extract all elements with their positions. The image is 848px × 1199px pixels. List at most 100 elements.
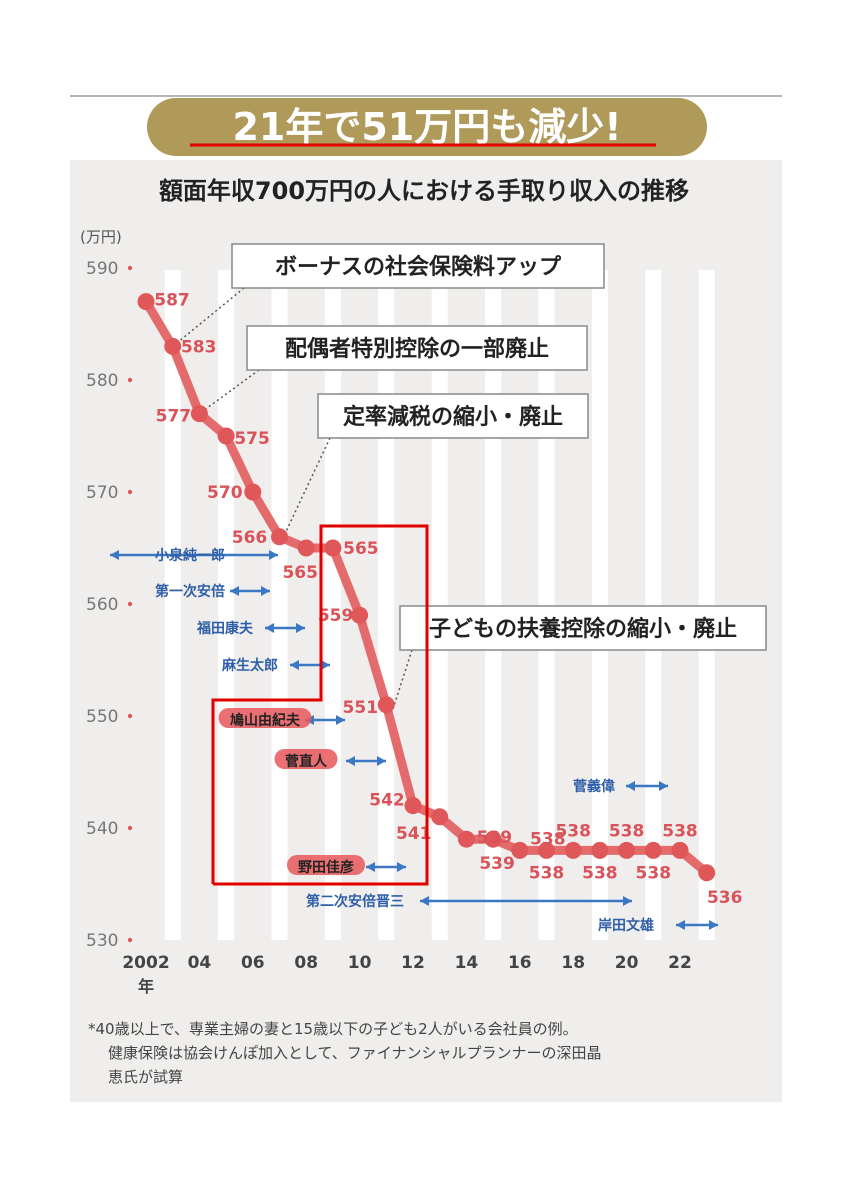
annotation-label: 定率減税の縮小・廃止 bbox=[343, 404, 563, 430]
data-point bbox=[484, 830, 502, 848]
data-label: 577 bbox=[156, 407, 192, 427]
arrow-head-left bbox=[366, 862, 375, 872]
arrow-head-right bbox=[336, 715, 345, 725]
data-point bbox=[644, 841, 662, 859]
arrow-head-left bbox=[230, 586, 239, 596]
annotation-label: ボーナスの社会保険料アップ bbox=[275, 254, 562, 280]
y-tick-mark bbox=[127, 825, 133, 831]
data-label: 538 bbox=[662, 821, 698, 841]
data-label: 539 bbox=[477, 828, 513, 848]
grid-stripe bbox=[698, 270, 715, 940]
y-tick-label: 590 bbox=[86, 259, 118, 279]
x-tick-label: 14 bbox=[455, 953, 479, 973]
data-point bbox=[164, 337, 182, 355]
pm-name: 麻生太郎 bbox=[221, 657, 278, 674]
footnote-line-3: 恵氏が試算 bbox=[108, 1068, 183, 1086]
footnote-line-2: 健康保険は協会けんぽ加入として、ファイナンシャルプランナーの深田晶 bbox=[108, 1044, 602, 1062]
arrow-head-left bbox=[346, 756, 355, 766]
emphasis-outline bbox=[211, 524, 429, 886]
data-label: 538 bbox=[609, 821, 645, 841]
data-point bbox=[671, 841, 689, 859]
grid-stripe bbox=[645, 270, 662, 940]
data-label: 575 bbox=[234, 429, 270, 449]
data-point bbox=[324, 539, 342, 557]
data-point bbox=[351, 606, 369, 624]
annotation-box bbox=[399, 605, 767, 651]
data-label: 565 bbox=[282, 563, 318, 583]
data-label: 536 bbox=[707, 888, 743, 908]
data-point bbox=[431, 808, 449, 826]
arrow-head-left bbox=[110, 550, 119, 560]
arrow-head-right bbox=[397, 862, 406, 872]
data-point bbox=[244, 483, 262, 501]
annotation-box bbox=[231, 243, 605, 289]
data-label: 583 bbox=[181, 337, 217, 357]
name-highlight bbox=[274, 749, 338, 769]
footnote-line-1: *40歳以上で、専業主婦の妻と15歳以下の子ども2人がいる会社員の例。 bbox=[88, 1020, 578, 1038]
pm-name: 小泉純一郎 bbox=[155, 547, 225, 564]
data-label: 559 bbox=[318, 606, 354, 626]
x-tick-label: 16 bbox=[508, 953, 532, 973]
arrow-head-left bbox=[626, 781, 635, 791]
chart-title: 額面年収700万円の人における手取り収入の推移 bbox=[159, 177, 689, 205]
banner-background bbox=[147, 98, 707, 156]
data-label: 538 bbox=[555, 821, 591, 841]
arrow-head-left bbox=[290, 660, 299, 670]
data-point bbox=[377, 696, 395, 714]
data-label: 541 bbox=[396, 824, 432, 844]
arrow-head-right bbox=[659, 781, 668, 791]
data-label: 566 bbox=[232, 528, 268, 548]
x-tick-label: 20 bbox=[615, 953, 639, 973]
x-tick-label: 2002 bbox=[122, 953, 169, 973]
x-axis-unit: 年 bbox=[138, 977, 154, 996]
annotation-label: 配偶者特別控除の一部廃止 bbox=[285, 336, 549, 362]
pm-name: 菅義偉 bbox=[573, 778, 615, 795]
grid-stripe bbox=[271, 270, 288, 940]
y-tick-mark bbox=[127, 489, 133, 495]
y-tick-label: 530 bbox=[86, 931, 118, 951]
x-tick-label: 06 bbox=[241, 953, 265, 973]
x-tick-label: 18 bbox=[561, 953, 585, 973]
annotation-leader bbox=[282, 437, 331, 538]
name-highlight bbox=[287, 855, 365, 875]
annotation-box bbox=[246, 325, 588, 371]
grid-stripe bbox=[218, 270, 235, 940]
data-point bbox=[698, 864, 716, 882]
pm-name: 岸田文雄 bbox=[598, 917, 654, 934]
data-label: 542 bbox=[369, 791, 405, 811]
y-tick-label: 570 bbox=[86, 483, 118, 503]
data-point bbox=[271, 528, 288, 546]
arrow-head-right bbox=[296, 623, 305, 633]
y-tick-mark bbox=[127, 601, 133, 607]
data-label: 587 bbox=[154, 291, 190, 311]
data-point bbox=[297, 539, 315, 557]
arrow-head-right bbox=[269, 550, 278, 560]
annotation-box bbox=[317, 393, 589, 439]
y-tick-label: 540 bbox=[86, 819, 118, 839]
arrow-head-left bbox=[420, 896, 429, 906]
data-point bbox=[457, 830, 475, 848]
data-label: 551 bbox=[343, 698, 379, 718]
y-tick-mark bbox=[127, 377, 133, 383]
pm-name: 第一次安倍 bbox=[155, 583, 225, 600]
data-label: 539 bbox=[479, 854, 515, 874]
data-point bbox=[190, 405, 208, 423]
y-tick-label: 550 bbox=[86, 707, 118, 727]
x-tick-label: 22 bbox=[668, 953, 692, 973]
y-tick-label: 560 bbox=[86, 595, 118, 615]
data-point bbox=[217, 427, 235, 445]
x-tick-label: 10 bbox=[348, 953, 372, 973]
y-axis-unit: (万円) bbox=[80, 228, 122, 246]
data-point bbox=[511, 841, 529, 859]
data-point bbox=[618, 841, 636, 859]
annotation-leader bbox=[198, 369, 260, 415]
x-tick-label: 04 bbox=[188, 953, 212, 973]
data-label: 538 bbox=[582, 863, 618, 883]
data-label: 570 bbox=[207, 483, 243, 503]
arrow-head-left bbox=[265, 623, 274, 633]
pm-name: 第二次安倍晋三 bbox=[306, 893, 404, 910]
arrow-head-right bbox=[623, 896, 632, 906]
banner-title: 21年で51万円も減少! bbox=[232, 105, 621, 149]
data-point bbox=[538, 841, 555, 859]
